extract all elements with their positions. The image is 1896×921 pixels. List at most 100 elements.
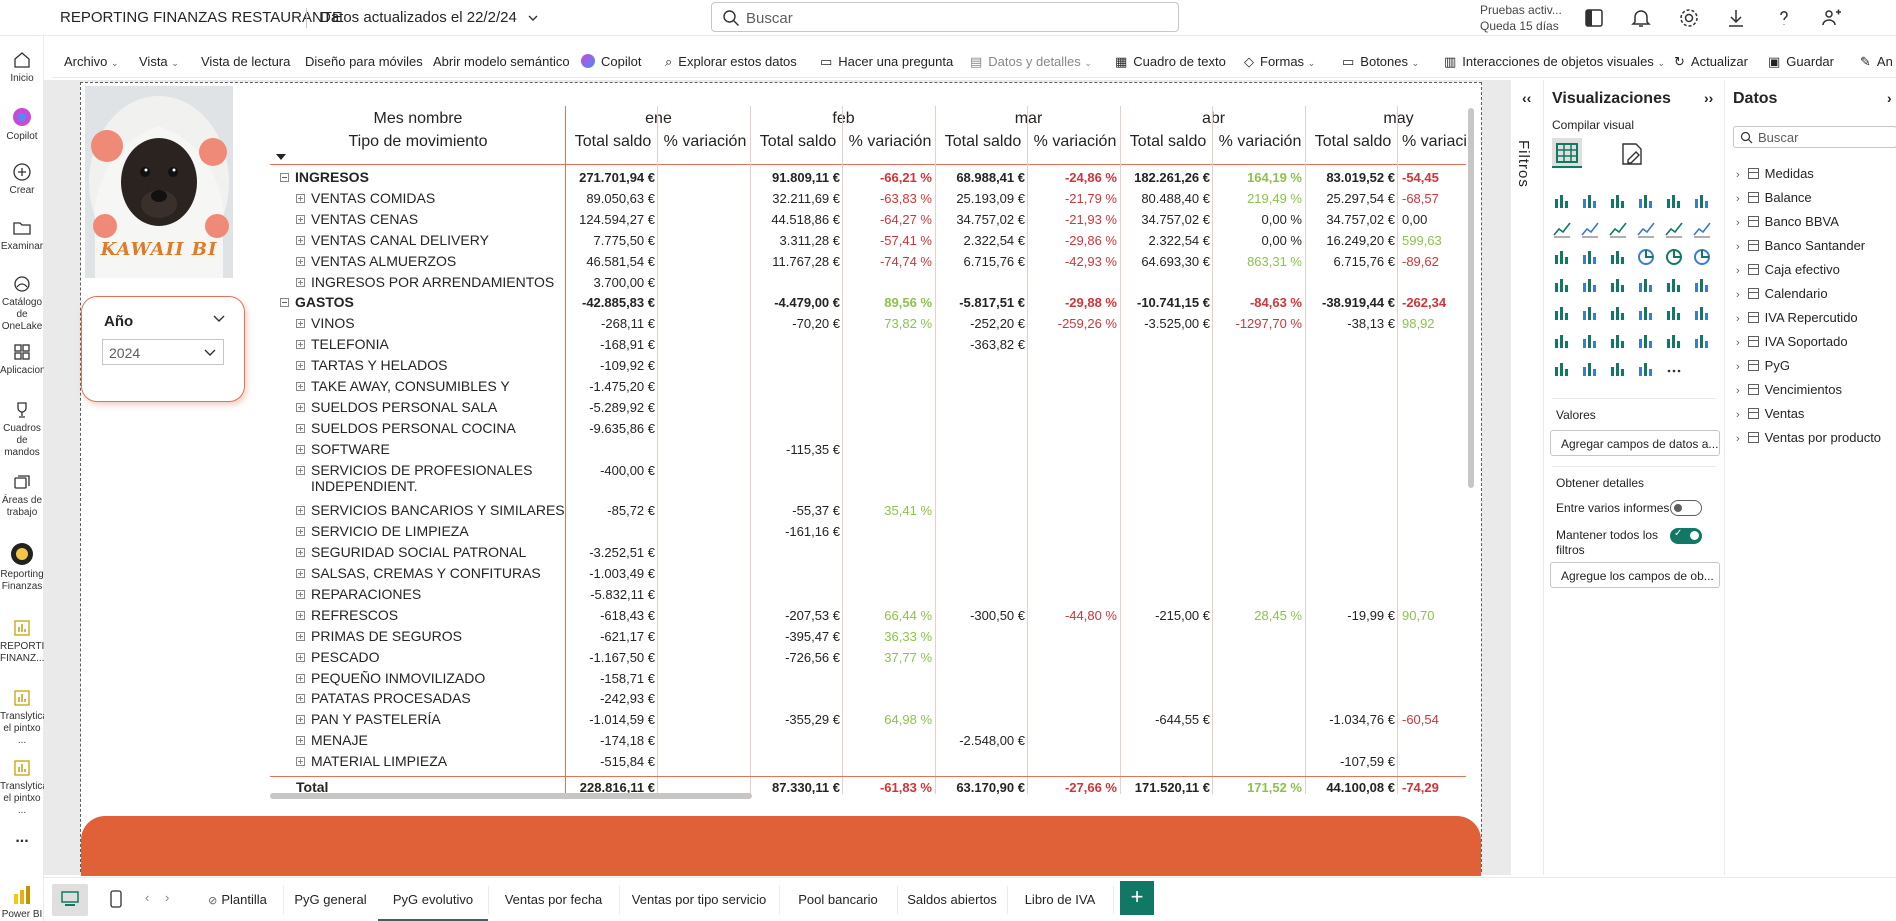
- chevron-right-icon[interactable]: ›: [1736, 265, 1740, 277]
- copilot-button[interactable]: Copilot: [581, 54, 641, 69]
- keep-filters-toggle[interactable]: ✓: [1670, 528, 1702, 544]
- ask-question-button[interactable]: ▭ Hacer una pregunta: [820, 54, 953, 70]
- col-total-saldo[interactable]: Total saldo: [1129, 133, 1207, 150]
- menu-vista[interactable]: Vista ⌄: [139, 54, 179, 69]
- chevron-right-icon[interactable]: ›: [1736, 169, 1740, 181]
- expand-icon[interactable]: [296, 235, 305, 245]
- data-table-item[interactable]: › Banco Santander: [1736, 238, 1865, 253]
- table-row[interactable]: VINOS -268,11 € -70,20 € 73,82 % -252,20 € -2…: [270, 314, 1466, 335]
- gear-icon[interactable]: [1677, 6, 1701, 30]
- panel-toggle-icon[interactable]: [1582, 6, 1606, 30]
- nav-copilot[interactable]: Copilot: [0, 106, 44, 143]
- nav-onelake[interactable]: Catálogo de OneLake: [0, 274, 44, 333]
- expand-icon[interactable]: [296, 589, 305, 599]
- area-chart-icon[interactable]: [1580, 219, 1600, 239]
- analyze-button[interactable]: ✎ An: [1860, 54, 1893, 70]
- 100-bar-icon[interactable]: [1664, 191, 1684, 211]
- chevron-right-icon[interactable]: ›: [1736, 385, 1740, 397]
- stacked-bar-icon[interactable]: [1552, 191, 1572, 211]
- expand-icon[interactable]: [296, 506, 305, 516]
- desktop-layout-button[interactable]: [52, 884, 88, 916]
- table-row[interactable]: PAN Y PASTELERÍA -1.014,59 € -355,29 € 64,9…: [270, 710, 1466, 731]
- table-row[interactable]: PRIMAS DE SEGUROS -621,17 € -395,47 € 36,33…: [270, 627, 1466, 648]
- pie-chart-icon[interactable]: [1636, 247, 1656, 267]
- clustered-bar-icon[interactable]: [1608, 191, 1628, 211]
- expand-icon[interactable]: [296, 402, 305, 412]
- table-row[interactable]: PESCADO -1.167,50 € -726,56 € 37,77 %: [270, 648, 1466, 669]
- tab-libro-de-iva[interactable]: Libro de IVA: [1007, 892, 1113, 907]
- table-row[interactable]: PATATAS PROCESADAS -242,93 €: [270, 689, 1466, 710]
- nav-browse[interactable]: Examinar: [0, 218, 44, 253]
- power-automate-icon[interactable]: [1692, 331, 1712, 351]
- reading-view-button[interactable]: Vista de lectura: [201, 54, 291, 69]
- chevron-right-icon[interactable]: ›: [1736, 433, 1740, 445]
- data-table-item[interactable]: › Calendario: [1736, 286, 1828, 301]
- expand-icon[interactable]: [296, 548, 305, 558]
- chevron-right-icon[interactable]: ›: [1736, 337, 1740, 349]
- data-table-item[interactable]: › Balance: [1736, 190, 1812, 205]
- col-variacion[interactable]: % variación: [1033, 133, 1117, 150]
- nav-report-2[interactable]: Translytical el pintxo ...: [0, 688, 44, 747]
- col-variacion[interactable]: % variación: [848, 133, 932, 150]
- table-row[interactable]: REFRESCOS -618,43 € -207,53 € 66,44 % -300,5…: [270, 606, 1466, 627]
- power-apps-icon[interactable]: [1664, 331, 1684, 351]
- line-chart-icon[interactable]: [1552, 219, 1572, 239]
- multirow-card-icon[interactable]: [1692, 275, 1712, 295]
- data-table-item[interactable]: › Banco BBVA: [1736, 214, 1839, 229]
- nav-create[interactable]: Crear: [0, 162, 44, 197]
- chevron-right-icon[interactable]: ›: [1736, 289, 1740, 301]
- data-details-button[interactable]: ▤ Datos y detalles ⌄: [970, 54, 1092, 70]
- qa-icon[interactable]: [1580, 331, 1600, 351]
- filters-pane-collapsed[interactable]: ‹‹ Filtros: [1510, 80, 1544, 875]
- decomposition-tree-icon[interactable]: [1692, 303, 1712, 323]
- clustered-column-icon[interactable]: [1636, 191, 1656, 211]
- save-button[interactable]: ▣ Guardar: [1768, 54, 1834, 70]
- expand-icon[interactable]: [296, 610, 305, 620]
- format-visual-icon[interactable]: [1618, 140, 1646, 168]
- matrix-vertical-scrollbar[interactable]: [1468, 108, 1474, 488]
- expand-icon[interactable]: [296, 673, 305, 683]
- data-search[interactable]: Buscar: [1733, 126, 1896, 148]
- refresh-button[interactable]: ↻ Actualizar: [1674, 54, 1748, 70]
- filled-map-icon[interactable]: [1580, 275, 1600, 295]
- nav-home[interactable]: Inicio: [0, 50, 44, 85]
- explore-data-button[interactable]: ⌕ Explorar estos datos: [665, 54, 797, 70]
- add-values-well[interactable]: Agregar campos de datos a...: [1550, 430, 1720, 456]
- table-row[interactable]: VENTAS COMIDAS 89.050,63 € 32.211,69 € -63,…: [270, 189, 1466, 210]
- nav-workspaces[interactable]: Áreas de trabajo: [0, 472, 44, 519]
- tab-pyg-evolutivo[interactable]: PyG evolutivo: [378, 878, 488, 921]
- expand-icon[interactable]: [296, 256, 305, 266]
- total-row[interactable]: Total 228.816,11 € 87.330,11 € -61,83 % 63.1…: [270, 776, 1466, 794]
- tab-pool-bancario[interactable]: Pool bancario: [779, 892, 897, 907]
- table-row[interactable]: SALSAS, CREMAS Y CONFITURAS -1.003,49 €: [270, 564, 1466, 585]
- chevron-down-icon[interactable]: [212, 311, 226, 325]
- expand-icon[interactable]: [296, 652, 305, 662]
- year-dropdown[interactable]: 2024: [102, 339, 224, 365]
- col-total-saldo[interactable]: Total saldo: [944, 133, 1022, 150]
- donut-chart-icon[interactable]: [1664, 247, 1684, 267]
- expand-icon[interactable]: [296, 527, 305, 537]
- shapes-button[interactable]: ◇ Formas ⌄: [1244, 54, 1315, 70]
- table-row[interactable]: TELEFONIA -168,91 € -363,82 €: [270, 335, 1466, 356]
- download-icon[interactable]: [1724, 6, 1748, 30]
- nav-report-3[interactable]: Translytical el pintxo ...: [0, 758, 44, 817]
- table-row[interactable]: MENAJE -174,18 € -2.548,00 €: [270, 731, 1466, 752]
- chevron-right-icon[interactable]: ›: [1736, 193, 1740, 205]
- expand-icon[interactable]: [296, 277, 305, 287]
- expand-icon[interactable]: [296, 631, 305, 641]
- data-table-item[interactable]: › Vencimientos: [1736, 382, 1842, 397]
- kpi-icon[interactable]: [1552, 303, 1572, 323]
- map-icon[interactable]: [1552, 275, 1572, 295]
- collapse-icon[interactable]: [280, 173, 289, 182]
- collapse-icon[interactable]: [280, 298, 289, 308]
- tab-ventas-por-tipo-servicio[interactable]: Ventas por tipo servicio: [619, 892, 779, 907]
- nav-more[interactable]: ...: [0, 832, 44, 844]
- table-row[interactable]: SOFTWARE -115,35 €: [270, 440, 1466, 461]
- tab-plantilla[interactable]: ⊘ Plantilla: [192, 892, 283, 907]
- data-table-item[interactable]: › PyG: [1736, 358, 1790, 373]
- table-row[interactable]: SUELDOS PERSONAL SALA -5.289,92 €: [270, 398, 1466, 419]
- build-visual-tab[interactable]: [1552, 138, 1582, 168]
- col-variacion[interactable]: % variación: [1218, 133, 1302, 150]
- chevron-right-icon[interactable]: ›: [1736, 217, 1740, 229]
- add-page-button[interactable]: +: [1120, 881, 1154, 915]
